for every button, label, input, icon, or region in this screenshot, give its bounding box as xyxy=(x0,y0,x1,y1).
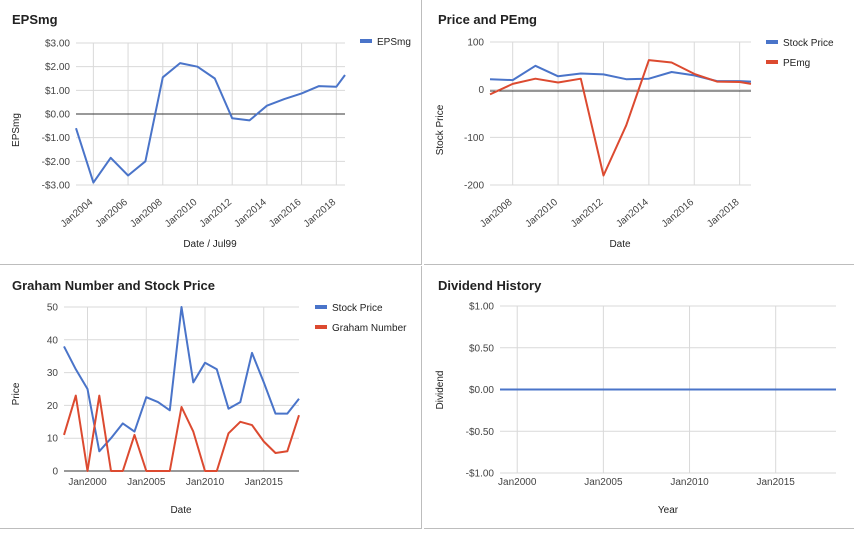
y-tick-label: $3.00 xyxy=(45,39,70,50)
y-tick-label: -200 xyxy=(464,181,484,192)
x-tick-label: Jan2008 xyxy=(478,197,515,230)
eps-chart: EPSmg $3.00 $2.00 $1.00 $0.00 -$1.00 -$2.00 -$… xyxy=(11,12,411,250)
legend-label: Stock Price xyxy=(783,38,834,49)
legend-label: Stock Price xyxy=(332,303,383,314)
chart-title: Dividend History xyxy=(438,278,542,293)
dividend-chart-panel: Dividend History $1.00 $0.50 $0.00 -$0.50 -$… xyxy=(424,266,854,529)
y-tick-label: $1.00 xyxy=(469,302,494,313)
series-line-stock-price xyxy=(63,306,300,453)
x-tick-label: Jan2010 xyxy=(186,477,225,488)
x-tick-label: Jan2016 xyxy=(267,197,304,230)
legend-swatch-graham-number xyxy=(315,325,327,329)
y-tick-label: $0.00 xyxy=(469,385,494,396)
x-tick-label: Jan2012 xyxy=(569,197,606,230)
dividend-chart: Dividend History $1.00 $0.50 $0.00 -$0.50 -$… xyxy=(435,278,836,516)
legend: EPSmg xyxy=(360,37,411,48)
y-axis-label: Stock Price xyxy=(435,104,446,155)
y-tick-label: 0 xyxy=(52,467,58,478)
x-tick-label: Jan2015 xyxy=(245,477,284,488)
legend: Stock Price Graham Number xyxy=(315,303,407,334)
legend-swatch-pemg xyxy=(766,60,778,64)
x-tick-label: Jan2005 xyxy=(584,477,623,488)
legend-swatch-stock-price xyxy=(766,40,778,44)
x-tick-label: Jan2004 xyxy=(59,197,96,230)
y-axis-label: Price xyxy=(11,382,22,405)
chart-title: Graham Number and Stock Price xyxy=(12,278,215,293)
x-tick-label: Jan2008 xyxy=(128,197,165,230)
x-tick-label: Jan2000 xyxy=(68,477,107,488)
y-tick-label: 40 xyxy=(47,335,59,346)
y-tick-label: 100 xyxy=(467,38,484,49)
legend: Stock Price PEmg xyxy=(766,38,834,69)
y-tick-label: 0 xyxy=(478,85,484,96)
graham-chart: Graham Number and Stock Price 50 40 30 20 10… xyxy=(11,278,407,516)
series-line-graham-number xyxy=(63,394,300,472)
legend-label: EPSmg xyxy=(377,37,411,48)
x-tick-label: Jan2015 xyxy=(757,477,796,488)
y-tick-label: -$0.50 xyxy=(466,427,495,438)
eps-chart-panel: EPSmg $3.00 $2.00 $1.00 $0.00 -$1.00 -$2.00 -$… xyxy=(0,0,422,265)
x-tick-label: Jan2018 xyxy=(705,197,742,230)
chart-title: Price and PEmg xyxy=(438,12,537,27)
x-tick-label: Jan2016 xyxy=(660,197,697,230)
series-line-pemg xyxy=(489,59,752,177)
y-tick-label: -$2.00 xyxy=(42,157,71,168)
x-tick-label: Jan2018 xyxy=(302,197,339,230)
y-tick-label: 10 xyxy=(47,434,59,445)
y-axis-label: Dividend xyxy=(435,371,446,410)
x-tick-label: Jan2012 xyxy=(198,197,235,230)
legend-label: Graham Number xyxy=(332,323,407,334)
pe-chart: Price and PEmg 100 0 -100 -200 Jan2008 Jan20… xyxy=(435,12,834,250)
pe-chart-panel: Price and PEmg 100 0 -100 -200 Jan2008 Jan20… xyxy=(424,0,854,265)
y-tick-label: 30 xyxy=(47,368,59,379)
legend-swatch-epsmg xyxy=(360,39,372,43)
x-tick-label: Jan2005 xyxy=(127,477,166,488)
graham-chart-panel: Graham Number and Stock Price 50 40 30 20 10… xyxy=(0,266,422,529)
x-axis-label: Year xyxy=(658,505,679,516)
y-tick-label: $0.50 xyxy=(469,343,494,354)
y-tick-label: $1.00 xyxy=(45,86,70,97)
x-tick-label: Jan2014 xyxy=(232,197,269,230)
x-tick-label: Jan2010 xyxy=(524,197,561,230)
chart-title: EPSmg xyxy=(12,12,58,27)
x-tick-label: Jan2010 xyxy=(163,197,200,230)
x-tick-label: Jan2014 xyxy=(614,197,651,230)
x-tick-label: Jan2010 xyxy=(670,477,709,488)
y-tick-label: $2.00 xyxy=(45,62,70,73)
y-tick-label: -$1.00 xyxy=(466,469,495,480)
y-tick-label: 20 xyxy=(47,401,59,412)
x-tick-label: Jan2000 xyxy=(498,477,537,488)
y-tick-label: $0.00 xyxy=(45,110,70,121)
x-axis-label: Date xyxy=(609,239,631,250)
x-axis-label: Date xyxy=(170,505,192,516)
x-axis-label: Date / Jul99 xyxy=(183,239,237,250)
y-tick-label: -$3.00 xyxy=(42,181,71,192)
x-tick-label: Jan2006 xyxy=(94,197,131,230)
legend-swatch-stock-price xyxy=(315,305,327,309)
y-tick-label: 50 xyxy=(47,303,59,314)
y-tick-label: -100 xyxy=(464,133,484,144)
series-line-epsmg xyxy=(75,62,346,184)
y-tick-label: -$1.00 xyxy=(42,133,71,144)
legend-label: PEmg xyxy=(783,58,810,69)
y-axis-label: EPSmg xyxy=(11,113,22,147)
